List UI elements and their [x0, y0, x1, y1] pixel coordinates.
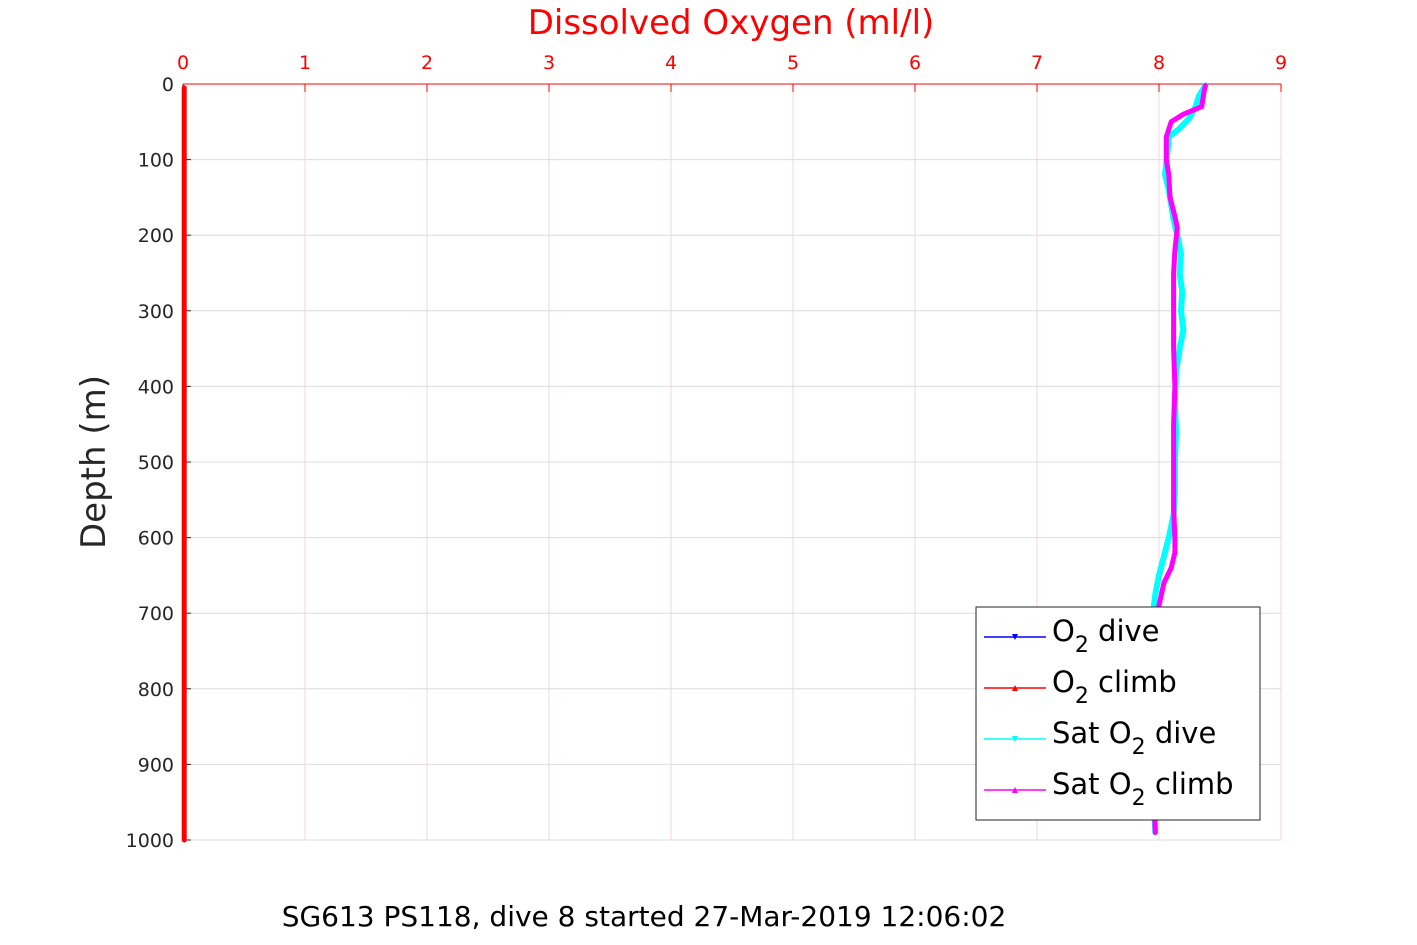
y-tick-label: 600 — [138, 528, 174, 550]
legend-label-1: O2 climb — [1052, 665, 1177, 709]
legend-label-3: Sat O2 climb — [1052, 767, 1234, 811]
x-tick-label: 1 — [299, 52, 311, 74]
axes: 0 1 2 3 4 5 6 7 8 9 0 100 200 300 400 500 600 700 800 900 10… — [126, 52, 1287, 852]
y-axis-label: Depth (m) — [74, 375, 114, 549]
y-tick-label: 0 — [162, 74, 174, 96]
chart-title: Dissolved Oxygen (ml/l) — [528, 3, 935, 43]
y-tick-label: 800 — [138, 679, 174, 701]
legend-marker-2 — [1012, 736, 1018, 742]
y-tick-label: 400 — [138, 376, 174, 398]
y-tick-label: 500 — [138, 452, 174, 474]
caption: SG613 PS118, dive 8 started 27-Mar-2019 … — [282, 900, 1007, 933]
legend-marker-1 — [1012, 685, 1018, 691]
legend-label-subscript: 2 — [1132, 735, 1146, 760]
x-tick-label: 7 — [1031, 52, 1043, 74]
x-tick-label: 6 — [909, 52, 921, 74]
x-tick-label: 4 — [665, 52, 677, 74]
legend-label-subscript: 2 — [1075, 684, 1089, 709]
legend-label-rest: dive — [1146, 716, 1217, 750]
y-tick-label: 1000 — [126, 830, 174, 852]
x-tick-label: 8 — [1153, 52, 1165, 74]
legend-label-base: O — [1052, 665, 1075, 699]
legend-label-2: Sat O2 dive — [1052, 716, 1216, 760]
y-tick-label: 100 — [138, 150, 174, 172]
legend-box — [975, 606, 1261, 821]
x-tick-label: 9 — [1275, 52, 1287, 74]
y-tick-label: 200 — [138, 225, 174, 247]
y-tick-label: 300 — [138, 301, 174, 323]
legend-label-base: O — [1052, 614, 1075, 648]
x-tick-label: 2 — [421, 52, 433, 74]
legend-marker-0 — [1012, 634, 1018, 640]
legend-label-base: Sat O — [1052, 716, 1132, 750]
legend-label-0: O2 dive — [1052, 614, 1160, 658]
legend-label-rest: dive — [1089, 614, 1160, 648]
x-tick-label: 3 — [543, 52, 555, 74]
legend-label-subscript: 2 — [1132, 786, 1146, 811]
y-tick-label: 900 — [138, 754, 174, 776]
legend-label-rest: climb — [1089, 665, 1177, 699]
x-tick-label: 0 — [177, 52, 189, 74]
y-tick-label: 700 — [138, 603, 174, 625]
legend-label-subscript: 2 — [1075, 633, 1089, 658]
legend-marker-3 — [1012, 787, 1018, 793]
x-tick-label: 5 — [787, 52, 799, 74]
legend-label-base: Sat O — [1052, 767, 1132, 801]
legend-label-rest: climb — [1146, 767, 1234, 801]
